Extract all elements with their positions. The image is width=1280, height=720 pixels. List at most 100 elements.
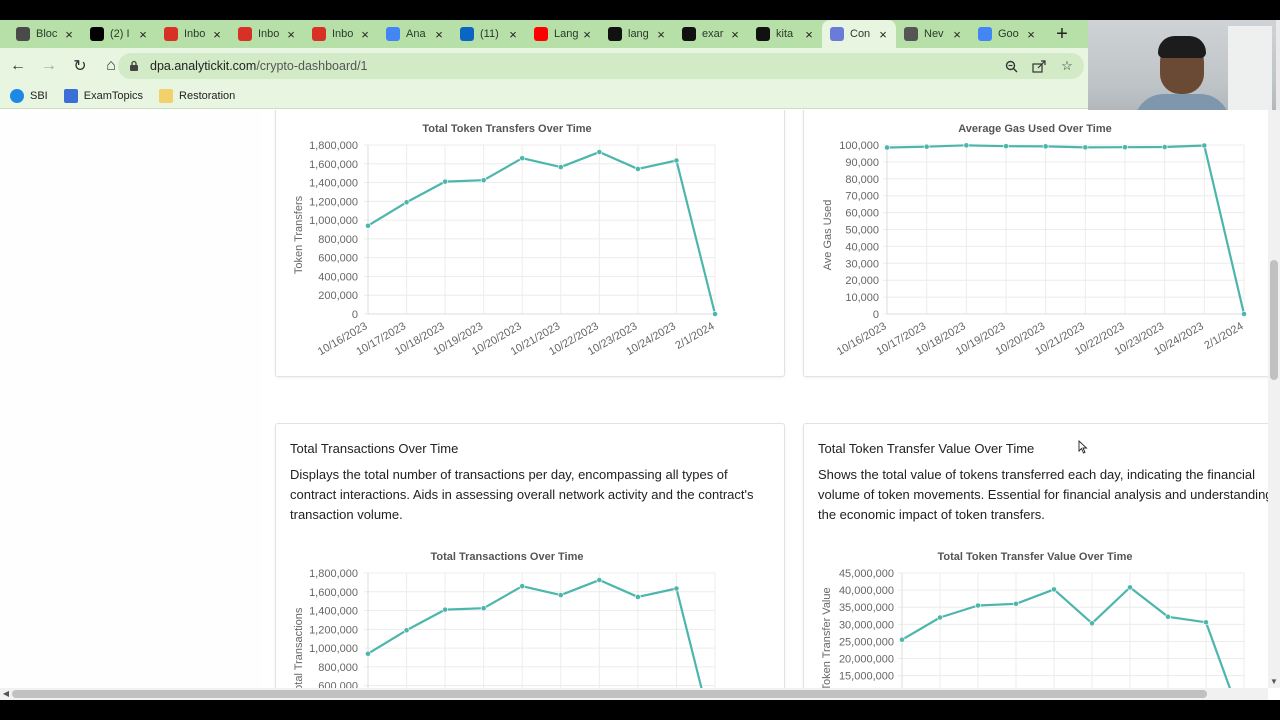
data-point [884, 144, 890, 151]
tab-title: kita [776, 28, 794, 40]
data-point [596, 149, 603, 155]
gmail-icon [312, 27, 326, 41]
close-tab-icon[interactable]: × [65, 26, 73, 42]
close-tab-icon[interactable]: × [583, 26, 591, 42]
bookmark-item[interactable]: Restoration [159, 89, 235, 103]
browser-tab[interactable]: lang × [600, 20, 674, 48]
navigation-bar: ← → ↻ ⌂ dpa.analytickit.com/crypto-dashb… [0, 48, 1088, 84]
tab-title: Con [850, 28, 871, 40]
close-tab-icon[interactable]: × [287, 26, 295, 42]
data-point [365, 222, 371, 229]
browser-tab[interactable]: Inbo × [230, 20, 304, 48]
data-point [403, 627, 410, 634]
bookmark-star-icon[interactable]: ☆ [1061, 58, 1073, 73]
horizontal-scrollbar[interactable]: ◀ [0, 688, 1268, 700]
vertical-scrollbar[interactable]: ▼ [1268, 110, 1280, 688]
openai-icon [16, 27, 30, 41]
data-point [975, 602, 981, 609]
tab-title: (11) [480, 28, 499, 40]
close-tab-icon[interactable]: × [657, 26, 665, 42]
browser-tab[interactable]: kita × [748, 20, 822, 48]
browser-tab[interactable]: Lang × [526, 20, 600, 48]
y-tick-label: 15,000,000 [839, 671, 894, 683]
card-average-gas: Average Gas Used Over Time 100,000 90,000 8… [803, 110, 1268, 377]
browser-tab[interactable]: Inbo × [304, 20, 378, 48]
address-bar[interactable]: dpa.analytickit.com/crypto-dashboard/1 ☆ [118, 53, 1084, 79]
y-axis-label: Total Token Transfer Value [821, 587, 833, 688]
browser-tab[interactable]: exar × [674, 20, 748, 48]
data-point [1013, 600, 1019, 607]
bottom-black-strip [0, 700, 1280, 720]
bookmarks-bar: SBI ExamTopics Restoration [0, 84, 1088, 109]
browser-tab[interactable]: Con × [822, 20, 896, 48]
browser-tab[interactable]: Goo × [970, 20, 1044, 48]
y-tick-label: 1,600,000 [309, 159, 358, 171]
bookmark-label: Restoration [179, 90, 236, 102]
data-point [442, 606, 449, 613]
close-tab-icon[interactable]: × [361, 26, 369, 42]
tab-title: (2) I [110, 28, 130, 40]
browser-tab[interactable]: Ana × [378, 20, 452, 48]
y-tick-label: 40,000,000 [839, 585, 894, 597]
reload-icon[interactable]: ↻ [73, 58, 87, 75]
y-tick-label: 70,000 [845, 191, 879, 203]
sbi-icon [10, 89, 24, 103]
data-point [712, 311, 718, 317]
data-point [1127, 584, 1133, 591]
vertical-scrollbar-thumb[interactable] [1270, 260, 1278, 380]
share-icon[interactable] [1030, 57, 1048, 75]
horizontal-scrollbar-thumb[interactable] [12, 690, 1207, 698]
close-tab-icon[interactable]: × [213, 26, 221, 42]
data-point [480, 177, 487, 184]
back-icon[interactable]: ← [10, 57, 26, 74]
close-tab-icon[interactable]: × [731, 26, 739, 42]
close-tab-icon[interactable]: × [139, 26, 147, 42]
browser-tab[interactable]: Bloc × [8, 20, 82, 48]
y-tick-label: 600,000 [318, 253, 358, 265]
y-tick-label: 1,400,000 [309, 606, 358, 618]
series-line [901, 586, 1232, 688]
y-tick-label: 20,000 [845, 275, 879, 287]
card-total-transactions: Total Transactions Over Time Displays th… [275, 423, 785, 688]
browser-tab[interactable]: Nev × [896, 20, 970, 48]
y-axis-label: Token Transfers [293, 195, 305, 274]
bookmark-item[interactable]: ExamTopics [63, 89, 143, 103]
webcam-person-hair [1158, 36, 1206, 58]
url-text: dpa.analytickit.com/crypto-dashboard/1 [150, 59, 368, 73]
card-title: Total Token Transfer Value Over Time [818, 441, 1035, 456]
scroll-left-arrow-icon[interactable]: ◀ [2, 689, 10, 698]
data-point [557, 164, 564, 170]
close-tab-icon[interactable]: × [435, 26, 443, 42]
bookmark-item[interactable]: SBI [10, 89, 48, 103]
close-tab-icon[interactable]: × [879, 26, 887, 42]
x-icon [90, 27, 104, 41]
new-tab-icon[interactable]: + [1056, 22, 1068, 45]
y-tick-label: 1,200,000 [309, 196, 358, 208]
gmail-icon [164, 27, 178, 41]
y-tick-label: 400,000 [318, 271, 358, 283]
forward-icon[interactable]: → [41, 57, 57, 74]
y-tick-label: 1,200,000 [309, 624, 358, 636]
y-tick-label: 0 [352, 309, 358, 321]
data-point [963, 142, 970, 149]
home-icon[interactable]: ⌂ [106, 57, 116, 74]
browser-tab[interactable]: (11) × [452, 20, 526, 48]
data-point [937, 614, 943, 621]
tab-title: lang [628, 28, 649, 40]
browser-tab[interactable]: Inbo × [156, 20, 230, 48]
scroll-down-arrow-icon[interactable]: ▼ [1270, 677, 1278, 686]
tab-bar: Bloc × (2) I × Inbo × Inbo × Inbo × Ana × (11) × Lang ×… [0, 20, 1088, 48]
x-tick-label: 2/1/2024 [1202, 320, 1245, 352]
browser-tab[interactable]: (2) I × [82, 20, 156, 48]
close-tab-icon[interactable]: × [805, 26, 813, 42]
zoom-icon[interactable] [1002, 57, 1020, 75]
close-tab-icon[interactable]: × [953, 26, 961, 42]
data-point [923, 143, 930, 150]
y-tick-label: 1,400,000 [309, 178, 358, 190]
close-tab-icon[interactable]: × [509, 26, 517, 42]
data-point [1082, 144, 1089, 151]
data-point [519, 155, 526, 162]
close-tab-icon[interactable]: × [1027, 26, 1035, 42]
data-point [442, 178, 449, 185]
tab-title: Inbo [258, 28, 280, 40]
